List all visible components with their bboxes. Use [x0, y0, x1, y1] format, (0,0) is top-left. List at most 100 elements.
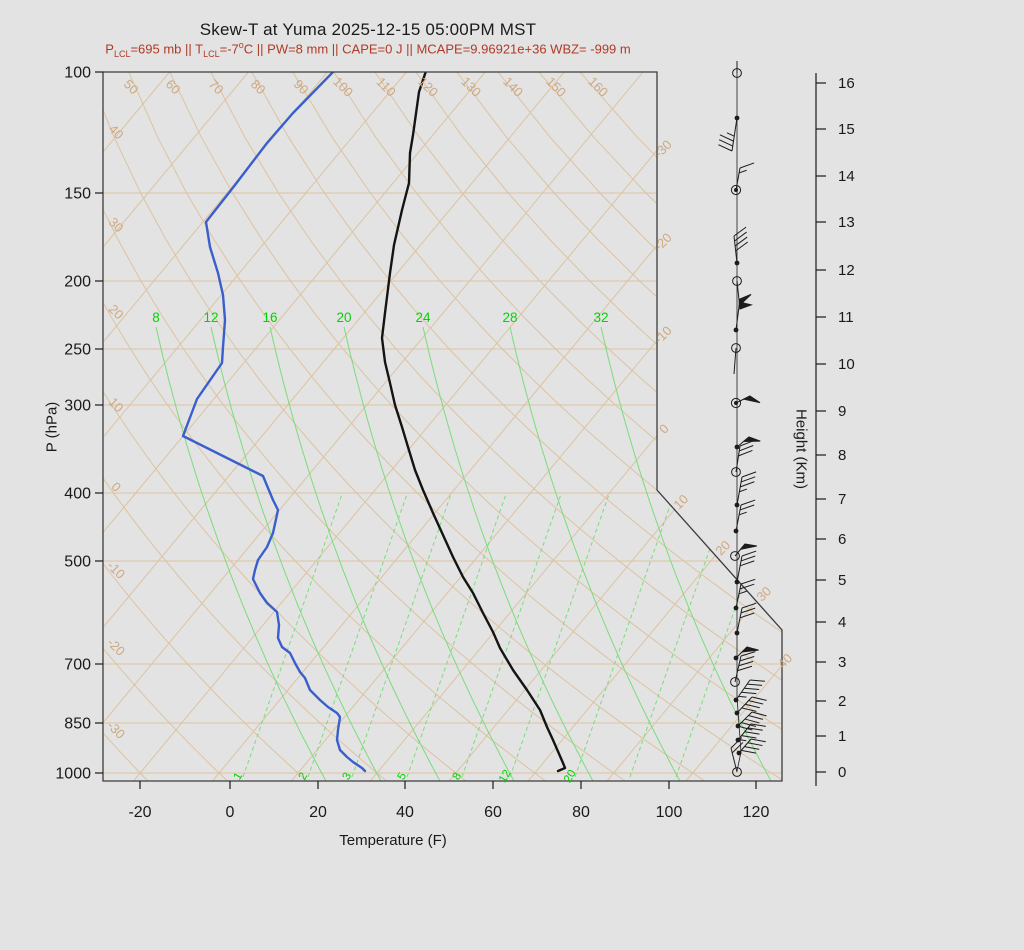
moist-adiabat-line — [269, 326, 441, 781]
pressure-tick-label: 700 — [64, 657, 91, 674]
pressure-tick-label: 1000 — [55, 766, 91, 783]
height-tick-label: 3 — [838, 654, 846, 671]
moist-adiabat-line — [422, 326, 594, 781]
height-tick-label: 4 — [838, 614, 846, 631]
dry-adiabat-line — [495, 72, 782, 781]
isotherm-label: 40 — [774, 650, 795, 671]
height-tick-label: 7 — [838, 491, 846, 508]
y-axis-title: P (hPa) — [43, 401, 61, 453]
mixing-ratio-line — [351, 492, 452, 778]
wind-barb — [718, 115, 740, 152]
wind-barb — [734, 696, 767, 716]
mixing-ratio-line — [629, 492, 730, 778]
moist-adiabat-line — [155, 326, 327, 781]
pressure-tick-label: 250 — [64, 342, 91, 359]
dry-adiabat-line — [290, 72, 782, 781]
moist-adiabat-line — [210, 326, 382, 781]
height-tick-label: 10 — [838, 356, 855, 373]
dry-adiabat-line — [372, 72, 782, 781]
moist-adiabat-label: 8 — [152, 310, 160, 325]
isotherm-line — [103, 72, 644, 781]
dry-adiabat-line — [103, 72, 316, 781]
moist-adiabat-line — [343, 326, 515, 781]
isotherm-line — [103, 72, 486, 781]
plot-area — [103, 72, 782, 781]
moist-adiabat-label: 32 — [593, 310, 608, 325]
wind-barb — [730, 543, 757, 561]
temperature-tick-label: 100 — [656, 804, 683, 821]
dry-adiabat-label: 0 — [108, 479, 124, 495]
isotherm-line — [103, 72, 407, 781]
temperature-tick-label: 120 — [743, 804, 770, 821]
dewpoint-trace — [181, 72, 367, 773]
isotherm-label: -30 — [651, 137, 675, 161]
wind-barb — [734, 436, 761, 450]
dry-adiabat-label: 160 — [585, 74, 611, 100]
temperature-tick-label: 0 — [226, 804, 235, 821]
height-tick-label: 8 — [838, 447, 846, 464]
mixing-ratio-line — [307, 492, 408, 778]
height-tick-label: 9 — [838, 403, 846, 420]
wind-barb — [730, 737, 744, 777]
wind-barb — [732, 276, 754, 310]
dry-adiabat-label: 30 — [106, 214, 127, 235]
height-tick-label: 5 — [838, 572, 846, 589]
chart-subtitle-indices: PLCL=695 mb || TLCL=-7oC || PW=8 mm || C… — [105, 40, 631, 59]
isotherm-label: 0 — [656, 421, 672, 437]
dry-adiabat-label: 140 — [500, 74, 526, 100]
mixing-ratio-label: 8 — [451, 771, 465, 783]
wind-barb — [736, 738, 766, 756]
pressure-tick-label: 200 — [64, 274, 91, 291]
wind-barb — [730, 395, 761, 409]
height-tick-label: 2 — [838, 693, 846, 710]
height-tick-label: 6 — [838, 531, 846, 548]
dry-adiabat-label: 70 — [206, 76, 227, 97]
wind-barb — [735, 711, 767, 731]
isotherm-line — [527, 72, 782, 781]
mixing-ratio-line — [406, 492, 507, 778]
pressure-tick-label: 150 — [64, 186, 91, 203]
mixing-ratio-line — [509, 492, 610, 778]
mixing-ratio-line — [461, 492, 562, 778]
pressure-tick-label: 500 — [64, 554, 91, 571]
moist-adiabat-line — [509, 326, 681, 781]
x-axis-title: Temperature (F) — [339, 832, 447, 849]
height-tick-label: 1 — [838, 728, 846, 745]
temperature-tick-label: -20 — [128, 804, 151, 821]
mixing-ratio-label: 1 — [232, 771, 246, 783]
dry-adiabat-label: 80 — [248, 76, 269, 97]
wind-barb — [730, 651, 756, 687]
dry-adiabat-label: 110 — [374, 74, 399, 99]
pressure-tick-label: 300 — [64, 398, 91, 415]
temperature-tick-label: 20 — [309, 804, 327, 821]
height-tick-label: 13 — [838, 214, 855, 231]
moist-adiabat-label: 12 — [203, 310, 218, 325]
dry-adiabat-line — [536, 72, 782, 781]
wind-barb — [733, 679, 765, 703]
isotherm-label: -20 — [651, 230, 675, 254]
dry-adiabat-line — [103, 72, 636, 781]
isotherm-line — [103, 72, 565, 781]
mixing-ratio-label: 5 — [396, 771, 410, 783]
isotherm-line — [606, 72, 782, 781]
mixing-ratio-label: 2 — [297, 771, 311, 783]
mixing-ratio-label: 3 — [341, 771, 355, 783]
height-tick-label: 12 — [838, 262, 855, 279]
dry-adiabat-label: -20 — [104, 635, 128, 659]
dry-adiabat-line — [249, 72, 782, 781]
wind-barb — [735, 723, 766, 743]
pressure-tick-label: 400 — [64, 486, 91, 503]
dry-adiabat-line — [103, 72, 156, 781]
wind-barb — [731, 440, 755, 477]
dry-adiabat-line — [103, 72, 476, 781]
height-tick-label: 11 — [838, 309, 854, 326]
pressure-tick-label: 850 — [64, 716, 91, 733]
pressure-tick-label: 100 — [64, 65, 91, 82]
temperature-trace — [380, 72, 567, 773]
wind-barb — [733, 226, 749, 266]
height-tick-label: 15 — [838, 121, 855, 138]
chart-title: Skew-T at Yuma 2025-12-15 05:00PM MST — [199, 20, 537, 39]
wind-barb — [731, 343, 741, 375]
